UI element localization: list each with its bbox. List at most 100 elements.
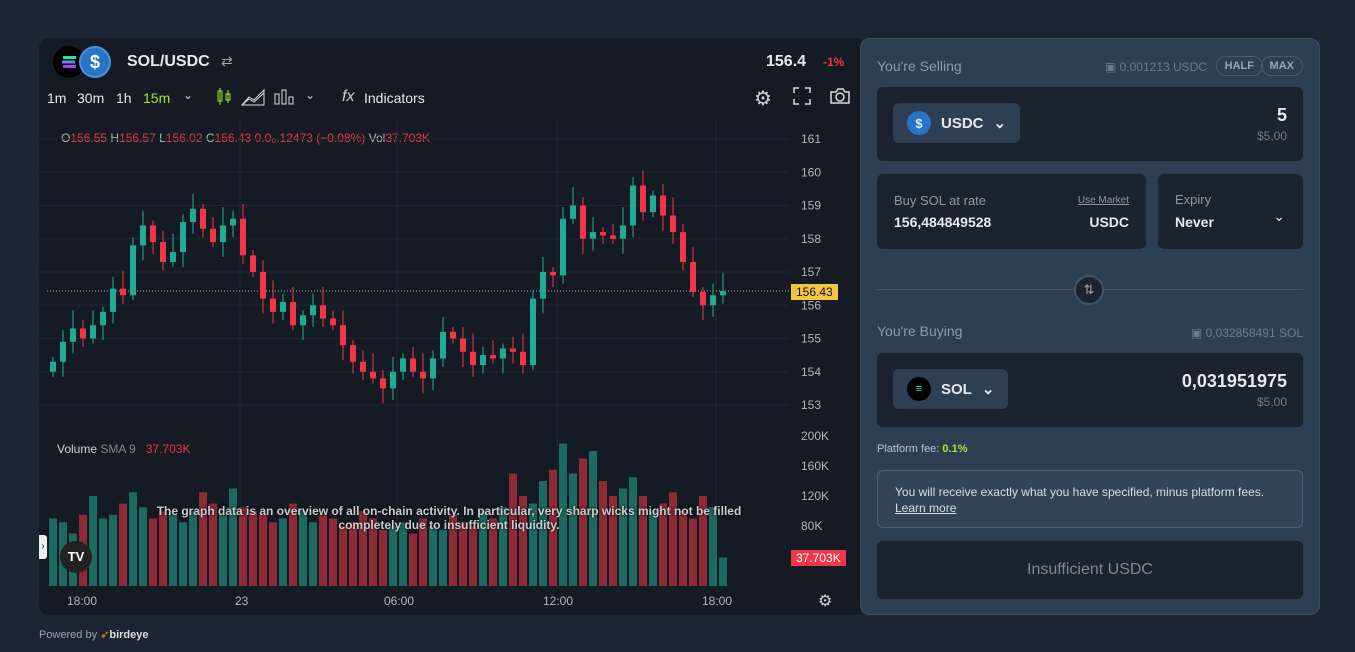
candle [620, 225, 626, 239]
volume-tick: 120K [801, 489, 829, 503]
price-chart[interactable]: 161 160 159 158 157 156 155 154 153 200K 160K 120K 8… [39, 38, 861, 615]
candles-icon[interactable] [216, 87, 232, 112]
volume-bar [589, 451, 597, 586]
candle [370, 371, 376, 379]
camera-icon[interactable] [829, 86, 851, 111]
sell-token-select[interactable]: $ USDC ⌄ [893, 103, 1021, 143]
gear-icon[interactable]: ⚙ [754, 88, 772, 110]
volume-bar [539, 481, 547, 586]
expiry-label: Expiry [1175, 192, 1212, 207]
candle [200, 208, 206, 229]
submit-button[interactable]: Insufficient USDC [877, 541, 1303, 599]
volume-bar [159, 511, 167, 586]
volume-bar [219, 514, 227, 586]
rate-unit: USDC [1089, 214, 1129, 230]
buying-label: You're Buying [877, 323, 963, 339]
bar-chart-icon[interactable] [274, 88, 294, 111]
half-button[interactable]: HALF [1215, 56, 1263, 76]
candle [350, 345, 356, 362]
volume-bar [399, 522, 407, 586]
sell-amount-input[interactable]: 5 [1276, 105, 1287, 125]
volume-bar [269, 522, 277, 586]
volume-bar [89, 496, 97, 586]
candle [630, 185, 636, 226]
volume-bar [509, 473, 517, 586]
powered-by[interactable]: Powered by ➶birdeye [39, 629, 149, 641]
candle [490, 355, 496, 359]
volume-bar [129, 492, 137, 586]
candle [570, 205, 576, 219]
volume-bar [569, 473, 577, 586]
price-tick: 156 [801, 298, 821, 312]
selling-balance: ▣ 0,001213 USDC [1104, 60, 1207, 74]
candle [650, 195, 656, 213]
buy-amount: 0,031951975 [1181, 371, 1287, 391]
candle [300, 315, 306, 326]
info-box: You will receive exactly what you have s… [877, 470, 1303, 528]
use-market-link[interactable]: Use Market [1077, 195, 1129, 206]
timeframe-30m[interactable]: 30m [77, 90, 105, 106]
candle [440, 331, 446, 359]
chevron-down-icon: ⌄ [993, 115, 1007, 132]
volume-bar [689, 518, 697, 586]
fullscreen-icon[interactable] [793, 87, 811, 110]
expiry-select[interactable]: Expiry Never ⌄ [1158, 174, 1303, 249]
indicators-button[interactable]: Indicators [364, 90, 425, 106]
expand-toggle[interactable]: › [39, 535, 47, 559]
buy-token-select[interactable]: ≡ SOL ⌄ [893, 369, 1009, 409]
sell-usd-value: $5,00 [1256, 129, 1287, 143]
chevron-down-icon[interactable]: ⌄ [183, 88, 194, 102]
current-price: 156.4 [766, 53, 807, 70]
timeframe-15m[interactable]: 15m [143, 90, 171, 106]
volume-bar [179, 522, 187, 586]
volume-bar [479, 511, 487, 586]
rate-input[interactable]: 156,484849528 [894, 214, 992, 230]
candle [220, 225, 226, 243]
swap-direction-button[interactable]: ⇅ [1074, 275, 1104, 305]
volume-bar [319, 514, 327, 586]
usdc-icon: $ [907, 111, 931, 135]
candle [530, 298, 536, 366]
volume-bar [659, 503, 667, 586]
candle [600, 232, 606, 236]
swap-pair-icon[interactable]: ⇄ [221, 53, 233, 69]
rate-card: Buy SOL at rate Use Market 156,484849528… [877, 174, 1146, 249]
volume-bar [459, 522, 467, 586]
max-button[interactable]: MAX [1260, 56, 1303, 76]
time-tick: 18:00 [67, 594, 98, 608]
volume-bar [619, 488, 627, 586]
candle [610, 235, 616, 239]
chevron-down-icon[interactable]: ⌄ [305, 88, 316, 102]
volume-bar [379, 529, 387, 586]
tradingview-logo[interactable]: TV [60, 541, 92, 573]
candle [400, 358, 406, 372]
candle [720, 290, 726, 296]
timeframe-1m[interactable]: 1m [47, 90, 67, 106]
learn-more-link[interactable]: Learn more [895, 501, 957, 515]
pair-logo: $ [53, 46, 113, 78]
volume-bar [549, 469, 557, 586]
candle [550, 272, 556, 276]
volume-bar [139, 507, 147, 586]
candle [50, 361, 56, 372]
volume-bar [309, 522, 317, 586]
price-tick: 155 [801, 332, 821, 346]
pair-title: SOL/USDC [127, 53, 210, 70]
timeframe-1h[interactable]: 1h [116, 90, 132, 106]
volume-bar [99, 518, 107, 586]
candle [140, 225, 146, 246]
volume-bar [409, 533, 417, 586]
volume-bar [529, 503, 537, 586]
volume-bar [149, 518, 157, 586]
volume-bar [239, 507, 247, 586]
candle [510, 348, 516, 352]
candle [230, 218, 236, 226]
area-chart-icon[interactable] [240, 88, 265, 111]
volume-bar [719, 557, 727, 586]
volume-bar [259, 514, 267, 586]
volume-bar [109, 514, 117, 586]
selling-label: You're Selling [877, 58, 962, 74]
candle [670, 215, 676, 233]
settings-icon[interactable]: ⚙ [818, 593, 833, 610]
price-tick: 154 [801, 365, 821, 379]
